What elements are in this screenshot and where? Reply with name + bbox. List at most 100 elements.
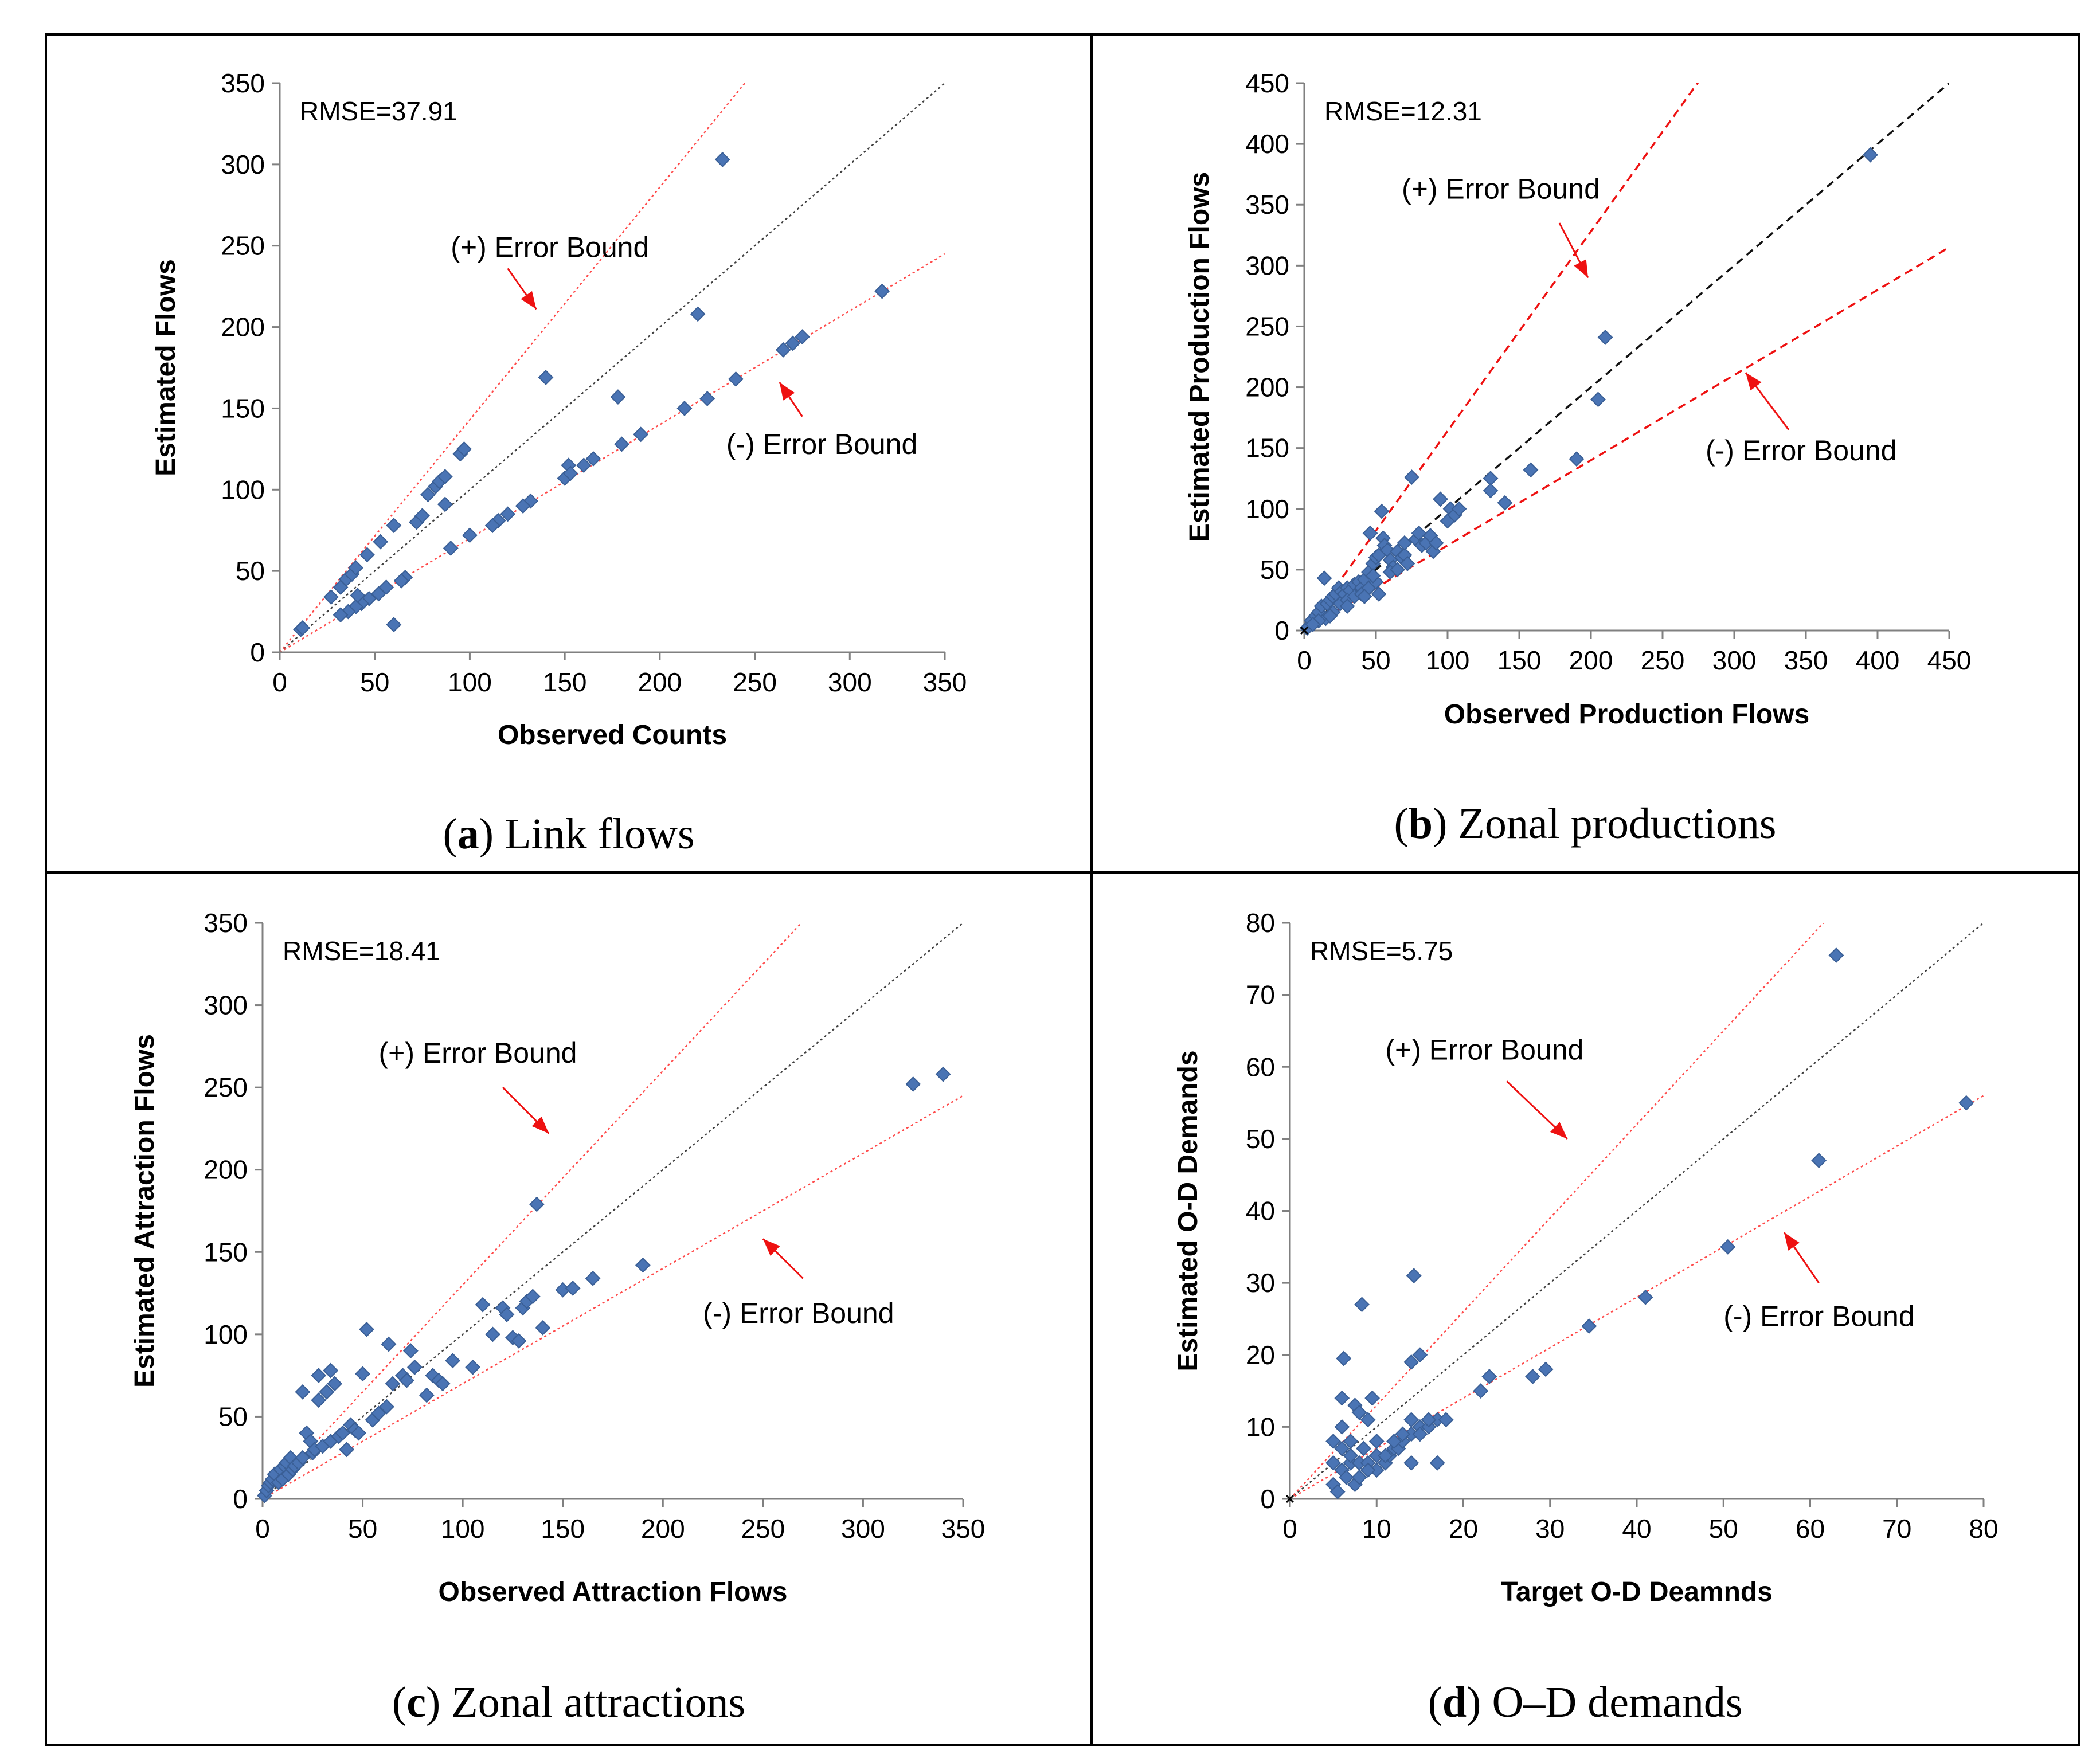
- data-point: [465, 1359, 481, 1375]
- data-point: [485, 1326, 500, 1342]
- y-tick-label: 150: [1245, 433, 1289, 463]
- data-point: [350, 588, 366, 604]
- caption-letter: b: [1409, 800, 1433, 848]
- data-point: [381, 1336, 397, 1352]
- x-tick-label: 350: [1784, 645, 1828, 675]
- data-point: [327, 1376, 343, 1392]
- data-point: [379, 1399, 394, 1415]
- data-point: [1386, 1434, 1402, 1449]
- upper-error-bound-line: [1304, 83, 1699, 631]
- x-tick-label: 150: [1497, 645, 1542, 675]
- data-point: [333, 607, 349, 623]
- data-point: [1374, 503, 1390, 519]
- data-point: [1399, 555, 1415, 571]
- error-bound-annotation: (-) Error Bound: [703, 1297, 894, 1329]
- data-point: [414, 508, 430, 524]
- data-point: [1538, 1361, 1554, 1377]
- x-tick-label: 100: [448, 667, 492, 697]
- caption-text: Zonal attractions: [451, 1678, 745, 1726]
- identity-line: [1304, 83, 1949, 631]
- data-point: [515, 498, 531, 514]
- x-axis-title: Target O-D Deamnds: [1501, 1577, 1773, 1607]
- x-tick-label: 250: [733, 667, 777, 697]
- x-tick-label: 50: [1361, 645, 1390, 675]
- data-point: [500, 506, 516, 522]
- x-tick-label: 450: [1927, 645, 1972, 675]
- y-tick-label: 350: [221, 68, 265, 98]
- data-point: [1322, 608, 1338, 624]
- data-point: [1523, 462, 1539, 478]
- error-bound-annotation: (+) Error Bound: [1385, 1034, 1583, 1066]
- data-point: [1343, 1448, 1359, 1464]
- data-point: [775, 342, 791, 358]
- data-point: [1325, 1434, 1342, 1449]
- data-point: [1371, 586, 1387, 602]
- y-tick-label: 400: [1245, 129, 1289, 159]
- identity-line: [263, 923, 963, 1499]
- y-tick-label: 300: [204, 990, 248, 1020]
- panel-caption: (d) O–D demands: [1428, 1678, 1743, 1726]
- y-axis-title: Estimated O-D Demands: [1173, 1050, 1203, 1371]
- data-point: [437, 496, 453, 512]
- origin-marker: [1300, 626, 1309, 635]
- data-point: [339, 1442, 355, 1458]
- data-point: [311, 1392, 327, 1408]
- data-point: [690, 306, 706, 322]
- x-tick-label: 60: [1796, 1514, 1825, 1544]
- data-point: [1569, 451, 1585, 467]
- y-tick-label: 50: [1260, 555, 1289, 585]
- data-point: [348, 560, 363, 575]
- x-tick-label: 350: [923, 667, 967, 697]
- annotation-arrow-head: [521, 291, 537, 310]
- data-point: [1390, 562, 1405, 578]
- caption-close-paren: ): [1467, 1678, 1492, 1726]
- x-tick-label: 100: [1426, 645, 1470, 675]
- caption-text: Zonal productions: [1458, 800, 1776, 848]
- y-tick-label: 50: [1246, 1124, 1275, 1154]
- data-point: [499, 1306, 515, 1322]
- data-point: [1338, 1469, 1354, 1485]
- error-bound-annotation: (-) Error Bound: [1706, 434, 1896, 467]
- data-point: [1356, 589, 1372, 604]
- x-tick-label: 30: [1535, 1514, 1565, 1544]
- y-tick-label: 80: [1246, 908, 1275, 938]
- error-bound-annotation: (+) Error Bound: [1402, 173, 1600, 205]
- data-point: [402, 1343, 419, 1358]
- x-axis-title: Observed Production Flows: [1444, 699, 1809, 730]
- data-point: [1362, 525, 1378, 541]
- y-tick-label: 100: [221, 475, 265, 504]
- data-point: [295, 1450, 311, 1466]
- data-point: [1483, 483, 1499, 499]
- data-point: [1421, 1412, 1437, 1428]
- data-point: [1473, 1383, 1489, 1399]
- y-axis-title: Estimated Production Flows: [1184, 172, 1215, 542]
- chart-od-demands: 0 10 20 30 40 50 60 70 80 0 10 20 30 40 50 60 70 80 Target…: [1173, 908, 1999, 1726]
- data-point: [676, 401, 693, 416]
- data-point: [1377, 1448, 1393, 1464]
- chart-zonal-productions: 0 50 100 150 200 250 300 350 400 450 0 50 100 150 200 2…: [1184, 68, 1972, 848]
- data-point: [1958, 1095, 1974, 1111]
- upper-error-bound-line: [263, 923, 803, 1499]
- data-point: [1316, 570, 1332, 586]
- caption-open-paren: (: [443, 810, 457, 858]
- data-point: [1403, 1354, 1419, 1370]
- caption-open-paren: (: [1394, 800, 1408, 848]
- data-point: [393, 573, 409, 589]
- data-point: [355, 1366, 370, 1382]
- data-point: [295, 1384, 311, 1400]
- data-point: [373, 534, 389, 550]
- y-tick-label: 40: [1246, 1196, 1275, 1226]
- data-point: [1360, 1462, 1376, 1478]
- y-tick-label: 0: [1260, 1484, 1275, 1514]
- x-tick-label: 20: [1449, 1514, 1478, 1544]
- error-bound-annotation: (+) Error Bound: [379, 1037, 577, 1069]
- data-point: [359, 1321, 374, 1337]
- annotation-arrow-head: [1550, 1122, 1567, 1139]
- data-point: [351, 1425, 367, 1441]
- data-point: [1428, 535, 1444, 551]
- x-tick-label: 40: [1622, 1514, 1651, 1544]
- data-point: [1451, 501, 1467, 517]
- annotation-arrow-head: [1746, 373, 1762, 391]
- data-point: [359, 547, 375, 563]
- caption-text: Link flows: [505, 810, 694, 858]
